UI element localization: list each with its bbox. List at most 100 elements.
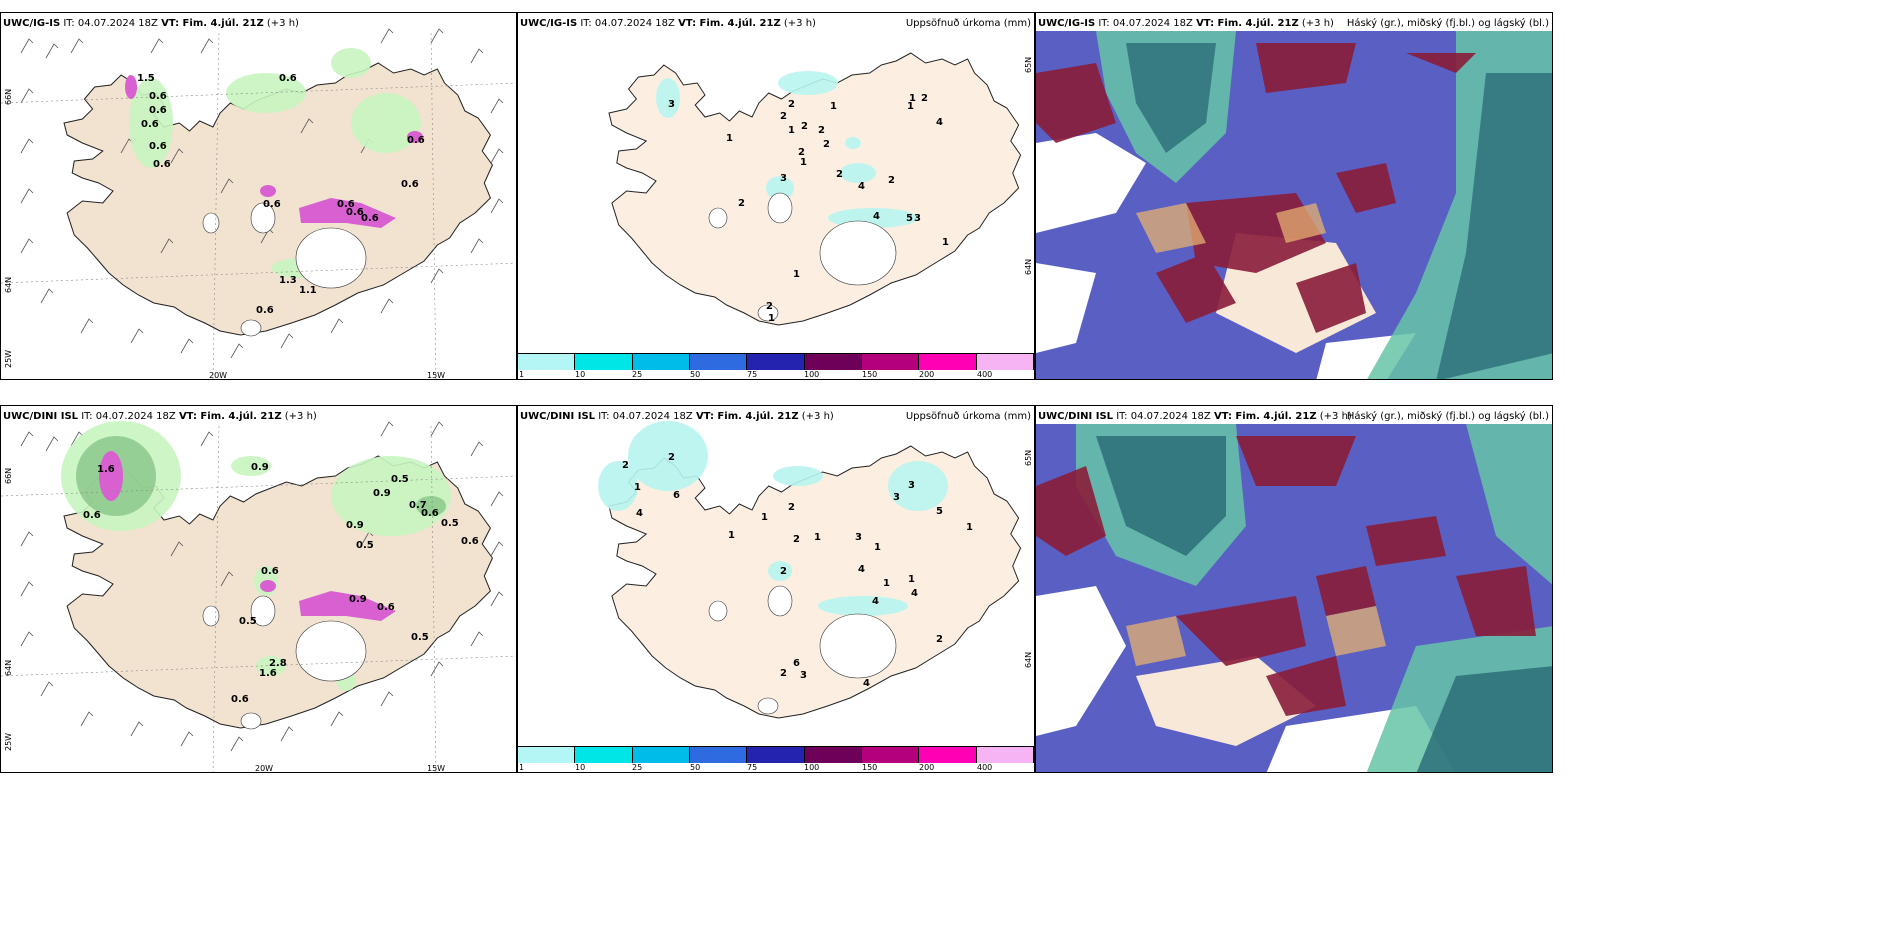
legend-tick: 75 [747,370,758,379]
legend-color-swatch [804,354,862,370]
precip-value: 2 [788,502,795,513]
precip-value: 2 [788,99,795,110]
legend-color-swatch [919,747,977,763]
precip-value: 3 [800,670,807,681]
precip-value: 0.6 [263,199,281,210]
legend-tick: 100 [804,370,820,379]
panel-bottom-left-wind-precip: UWC/DINI ISL IT: 04.07.2024 18Z VT: Fim.… [0,405,517,773]
legend-color-swatch [518,747,576,763]
lat-label-64: 64N [1024,258,1033,275]
precip-value: 1.1 [299,285,317,296]
legend-tick: 25 [632,370,643,379]
precip-value: 0.6 [83,510,101,521]
precip-value: 1 [909,93,916,104]
precip-value: 0.6 [337,199,355,210]
legend-tick: 50 [690,370,701,379]
legend-color-swatch [575,354,633,370]
cloud-map [1036,424,1552,772]
precip-value: 0.5 [411,632,429,643]
precip-value: 2 [921,93,928,104]
legend-color-swatch [747,354,805,370]
precip-value: 4 [911,588,918,599]
precip-value: 0.6 [461,536,479,547]
lat-label-65: 65N [1024,56,1033,73]
lon-label-25: 25W [4,349,13,368]
panel-top-middle-accum-precip: UWC/IG-IS IT: 04.07.2024 18Z VT: Fim. 4.… [517,12,1035,380]
legend-tick: 50 [690,763,701,772]
precip-value: 4 [863,678,870,689]
precip-value: 1 [942,237,949,248]
precip-value: 0.9 [346,520,364,531]
precip-value: 5 [936,506,943,517]
precip-value: 0.6 [153,159,171,170]
legend-tick: 100 [804,763,820,772]
precip-value: 0.6 [256,305,274,316]
precip-value: 1.3 [279,275,297,286]
precip-value: 3 [855,532,862,543]
legend-tick: 150 [862,763,878,772]
precip-value: 0.6 [231,694,249,705]
panel-subtitle: Uppsöfnuð úrkoma (mm) [905,411,1031,422]
precip-value: 5 [906,213,913,224]
lat-label-66: 66N [4,88,13,105]
precip-value: 4 [873,211,880,222]
precip-value: 0.6 [407,135,425,146]
precip-value: 4 [858,564,865,575]
precip-value: 2 [818,125,825,136]
precip-value: 4 [858,181,865,192]
precip-value: 0.6 [149,105,167,116]
precip-value: 2 [801,121,808,132]
wind-precip-map [1,28,516,379]
legend-tick: 200 [919,763,935,772]
panel-title: UWC/IG-IS IT: 04.07.2024 18Z VT: Fim. 4.… [1038,18,1334,29]
legend-color-swatch [689,354,748,370]
wind-barbs [20,421,504,752]
precip-value: 3 [914,213,921,224]
precip-value: 3 [668,99,675,110]
legend-color-swatch [861,747,920,763]
accum-precip-map [608,52,1022,326]
precip-value: 0.6 [149,141,167,152]
precip-value: 1 [800,157,807,168]
lon-label-15: 15W [427,371,446,380]
legend-color-swatch [518,354,576,370]
precip-value: 2 [622,460,629,471]
precip-value: 2 [766,301,773,312]
precip-value: 1 [634,482,641,493]
lat-label-64: 64N [4,276,13,293]
precip-value: 0.6 [279,73,297,84]
panel-title: UWC/DINI ISL IT: 04.07.2024 18Z VT: Fim.… [3,411,317,422]
precip-value: 1 [830,101,837,112]
panel-top-right-cloud: UWC/IG-IS IT: 04.07.2024 18Z VT: Fim. 4.… [1035,12,1553,380]
precip-value: 1 [883,578,890,589]
precip-value: 1 [793,269,800,280]
legend-tick: 400 [977,370,993,379]
precip-value: 1.6 [97,464,115,475]
panel-subtitle: Háský (gr.), miðský (fj.bl.) og lágský (… [1346,411,1549,422]
precip-value: 2 [936,634,943,645]
precip-value: 2 [888,175,895,186]
panel-title: UWC/DINI ISL IT: 04.07.2024 18Z VT: Fim.… [1038,411,1352,422]
precip-value: 1 [908,574,915,585]
panel-title: UWC/IG-IS IT: 04.07.2024 18Z VT: Fim. 4.… [3,18,299,29]
panel-subtitle: Háský (gr.), miðský (fj.bl.) og lágský (… [1346,18,1549,29]
panel-subtitle: Uppsöfnuð úrkoma (mm) [905,18,1031,29]
precip-value: 1 [907,101,914,112]
precip-value: 0.9 [251,462,269,473]
precip-value: 1 [966,522,973,533]
legend-color-swatch [919,354,977,370]
lat-label-66: 66N [4,467,13,484]
lon-label-20: 20W [209,371,228,380]
precip-value: 1 [728,530,735,541]
legend-color-swatch [575,747,633,763]
precip-value: 4 [872,596,879,607]
precip-value: 0.6 [261,566,279,577]
precip-value: 0.6 [361,213,379,224]
legend-tick: 10 [575,370,586,379]
precip-value: 0.5 [356,540,374,551]
precip-value: 0.9 [349,594,367,605]
lat-label-64: 64N [1024,651,1033,668]
lat-label-64: 64N [4,659,13,676]
precip-value: 2 [668,452,675,463]
wind-precip-map [1,421,516,772]
